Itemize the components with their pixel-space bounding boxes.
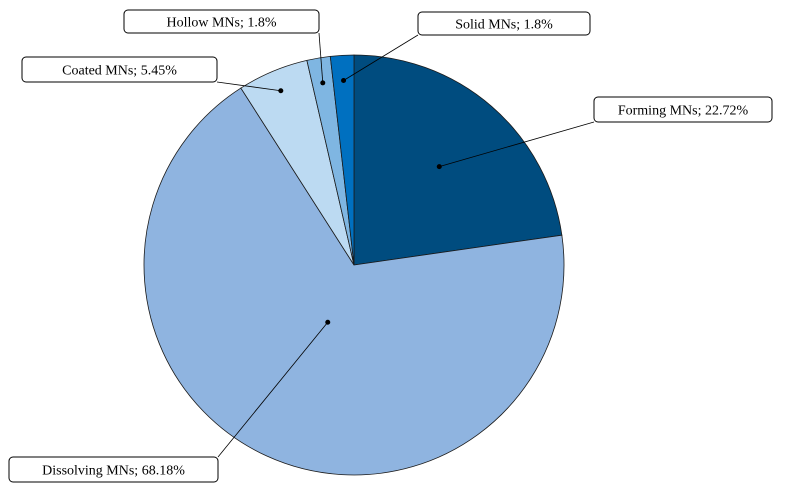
label-box-forming-mns: [593, 96, 773, 123]
data-label-solid-mns: Solid MNs; 1.8%: [455, 18, 553, 33]
data-label-dissolving-mns: Dissolving MNs; 68.18%: [42, 464, 185, 479]
pie-slice-dissolving-mns: [143, 87, 565, 476]
leader-line-coated-mns: [216, 81, 281, 92]
pie-slice-solid-mns: [329, 54, 355, 266]
leader-line-solid-mns: [343, 34, 419, 81]
leader-dot-solid-mns: [341, 77, 347, 83]
pie-slices: [143, 54, 565, 476]
leader-dot-hollow-mns: [320, 80, 326, 86]
data-label-coated-mns: Coated MNs; 5.45%: [62, 64, 177, 79]
data-label-forming-mns: Forming MNs; 22.72%: [618, 104, 749, 119]
leader-dot-dissolving-mns: [325, 319, 331, 325]
leader-dot-forming-mns: [436, 164, 442, 170]
label-box-dissolving-mns: [8, 456, 219, 483]
leader-line-dissolving-mns: [217, 322, 329, 458]
leader-dot-coated-mns: [278, 88, 284, 94]
leader-line-hollow-mns: [318, 32, 324, 83]
label-box-coated-mns: [21, 56, 218, 83]
pie-slice-forming-mns: [353, 54, 563, 266]
leader-line-forming-mns: [439, 121, 595, 167]
label-box-hollow-mns: [123, 9, 320, 34]
pie-callouts: Forming MNs; 22.72% Dissolving MNs; 68.18…: [8, 9, 773, 483]
label-box-solid-mns: [417, 11, 591, 36]
data-label-hollow-mns: Hollow MNs; 1.8%: [166, 16, 276, 31]
